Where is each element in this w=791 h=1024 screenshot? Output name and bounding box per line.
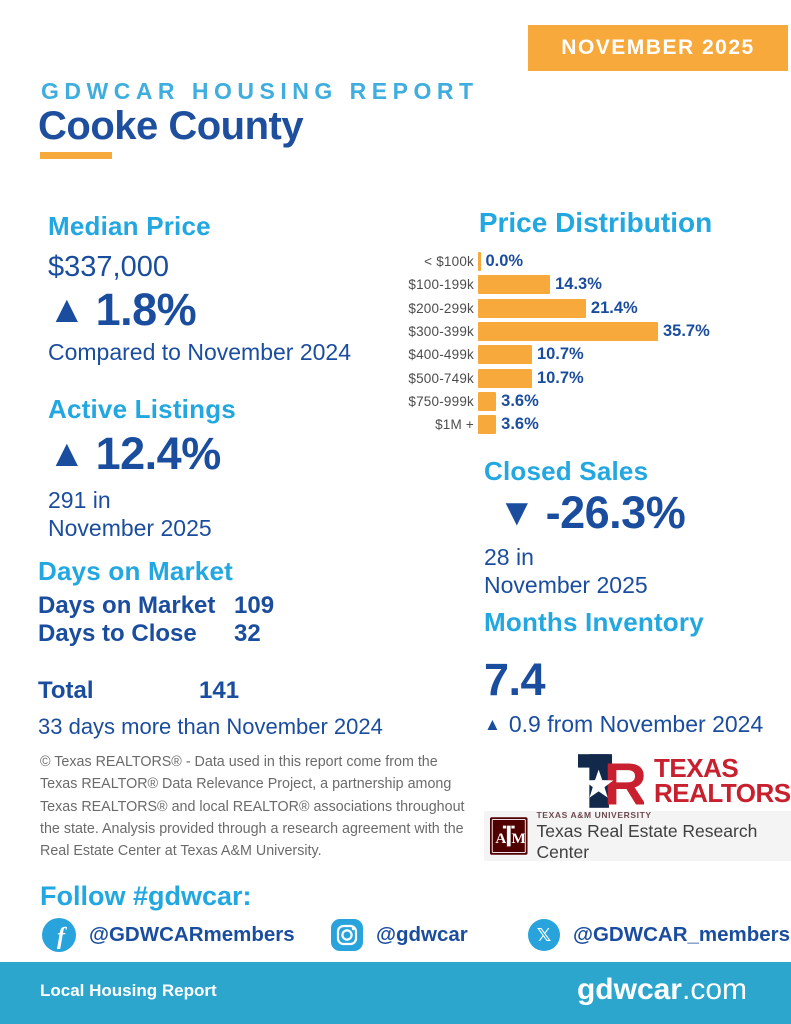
chart-value-label: 21.4% — [590, 298, 638, 317]
price-distribution-heading: Price Distribution — [478, 207, 713, 238]
chart-value-label: 3.6% — [501, 415, 539, 434]
days-on-market-section: Days on Market Days on Market 109 Days t… — [38, 556, 458, 740]
chart-row: $500-749k 10.7% — [400, 366, 791, 389]
chart-bar — [478, 368, 532, 388]
x-handle: @GDWCAR_members — [573, 923, 791, 946]
instagram-icon — [331, 919, 363, 951]
texas-realtors-line2: REALTORS® — [654, 778, 791, 808]
instagram-handle: @gdwcar — [376, 923, 468, 946]
up-triangle-icon: ▲ — [484, 714, 501, 734]
dom-row-label: Days to Close — [38, 619, 197, 647]
median-price-heading: Median Price — [48, 211, 211, 241]
median-price-compare: Compared to November 2024 — [48, 339, 351, 366]
chart-row: $400-499k 10.7% — [400, 343, 791, 366]
dom-total-row: Total 141 — [38, 677, 458, 705]
chart-bar — [478, 322, 658, 342]
active-listings-count: 291 in — [48, 487, 111, 514]
tamu-research-center-logo: A M TEXAS A&M UNIVERSITY Texas Real Esta… — [484, 809, 791, 862]
data-disclaimer: © Texas REALTORS® - Data used in this re… — [40, 754, 465, 860]
chart-value-label: 10.7% — [536, 368, 584, 387]
closed-sales-heading: Closed Sales — [484, 456, 649, 486]
report-kicker: GDWCAR HOUSING REPORT — [41, 78, 479, 104]
months-inventory-heading: Months Inventory — [484, 607, 704, 637]
dom-row-value: 32 — [234, 619, 261, 647]
median-price-change: 1.8% — [95, 284, 197, 335]
follow-heading: Follow #gdwcar: — [40, 881, 252, 911]
dom-total-label: Total — [38, 677, 94, 705]
chart-bar — [478, 391, 497, 411]
active-listings-change: 12.4% — [95, 428, 222, 479]
chart-category-label: $500-749k — [408, 370, 474, 386]
footer-label: Local Housing Report — [40, 981, 217, 1000]
days-on-market-heading: Days on Market — [38, 556, 233, 586]
footer-bar: Local Housing Report gdwcar.com — [0, 962, 791, 1024]
dom-row-value: 109 — [234, 592, 275, 619]
chart-bar — [478, 275, 551, 295]
up-triangle-icon: ▲ — [48, 288, 86, 331]
closed-sales-month: November 2025 — [484, 571, 648, 598]
tamu-mark-icon: A M — [490, 817, 528, 855]
down-triangle-icon: ▼ — [498, 491, 536, 534]
months-inventory-note: ▲ 0.9 from November 2024 — [484, 711, 764, 738]
chart-value-label: 14.3% — [555, 275, 602, 294]
chart-value-label: 3.6% — [501, 391, 539, 410]
chart-bar — [478, 298, 586, 318]
month-badge: NOVEMBER 2025 — [528, 25, 788, 71]
x-icon: 𝕏 — [528, 919, 560, 951]
chart-value-label: 0.0% — [485, 252, 524, 271]
chart-category-label: $400-499k — [408, 347, 474, 363]
chart-category-label: $200-299k — [408, 300, 474, 316]
chart-row: $300-399k 35.7% — [400, 320, 791, 343]
texas-realtors-line1: TEXAS — [654, 753, 739, 784]
days-on-market-row: Days on Market 109 — [38, 592, 458, 620]
chart-category-label: $300-399k — [408, 324, 474, 340]
median-price-section: Median Price $337,000 ▲ 1.8% Compared to… — [48, 211, 351, 367]
active-listings-heading: Active Listings — [48, 394, 236, 424]
title-underline — [40, 152, 112, 159]
chart-row: < $100k 0.0% — [400, 250, 791, 273]
texas-realtors-mark-icon: R — [578, 751, 644, 812]
up-triangle-icon: ▲ — [48, 432, 86, 475]
page-title: Cooke County — [38, 104, 304, 148]
median-price-value: $337,000 — [48, 251, 169, 283]
chart-category-label: $1M + — [435, 417, 474, 433]
chart-row: $100-199k 14.3% — [400, 273, 791, 296]
chart-bar — [478, 252, 481, 272]
active-listings-month: November 2025 — [48, 514, 212, 541]
chart-row: $200-299k 21.4% — [400, 297, 791, 320]
active-listings-section: Active Listings ▲ 12.4% 291 in November … — [48, 394, 236, 542]
social-facebook[interactable]: f @GDWCARmembers — [42, 916, 295, 954]
chart-category-label: < $100k — [424, 254, 474, 270]
tamu-center-label: Texas Real Estate Research Center — [536, 820, 758, 862]
chart-category-label: $100-199k — [408, 277, 474, 293]
chart-value-label: 10.7% — [536, 345, 584, 364]
social-instagram[interactable]: @gdwcar — [331, 916, 468, 954]
closed-sales-count: 28 in — [484, 544, 534, 571]
footer-site-link[interactable]: gdwcar.com — [576, 973, 747, 1006]
chart-bar — [478, 415, 497, 435]
texas-realtors-logo: R TEXAS REALTORS® — [578, 750, 791, 812]
facebook-handle: @GDWCARmembers — [89, 923, 295, 946]
chart-row: $750-999k 3.6% — [400, 390, 791, 413]
closed-sales-change: -26.3% — [545, 487, 686, 538]
closed-sales-section: Closed Sales ▼ -26.3% 28 in November 202… — [484, 456, 686, 599]
price-distribution-section: Price Distribution < $100k 0.0% $100-199k 1… — [400, 207, 791, 436]
dom-row-label: Days on Market — [38, 592, 216, 619]
chart-value-label: 35.7% — [663, 322, 710, 341]
facebook-icon: f — [42, 918, 76, 952]
social-x[interactable]: 𝕏 @GDWCAR_members — [528, 916, 790, 954]
svg-text:M: M — [511, 830, 525, 847]
chart-row: $1M + 3.6% — [400, 413, 791, 436]
days-to-close-row: Days to Close 32 — [38, 620, 458, 648]
svg-text:A: A — [495, 830, 506, 847]
chart-bar — [478, 345, 532, 365]
months-inventory-section: Months Inventory 7.4 ▲ 0.9 from November… — [484, 607, 763, 738]
dom-note: 33 days more than November 2024 — [38, 714, 383, 740]
chart-category-label: $750-999k — [408, 393, 474, 409]
price-distribution-chart: < $100k 0.0% $100-199k 14.3% $200-299k 21.4% $… — [400, 250, 791, 436]
tamu-university-label: TEXAS A&M UNIVERSITY — [536, 809, 652, 820]
months-inventory-value: 7.4 — [484, 654, 546, 705]
dom-total-value: 141 — [199, 677, 240, 705]
